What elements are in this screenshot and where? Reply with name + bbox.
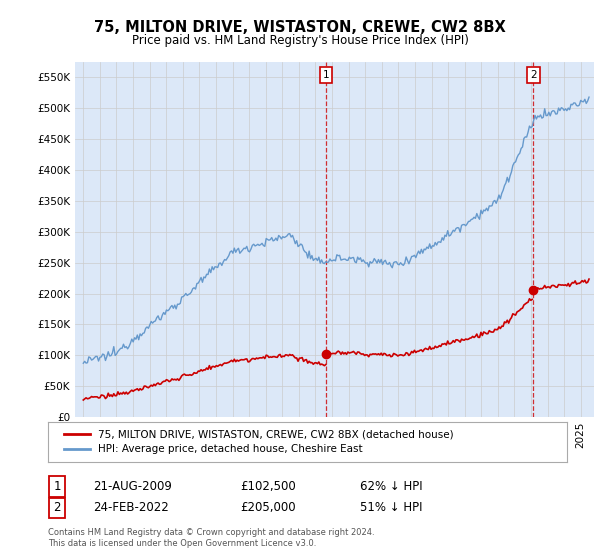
Legend: 75, MILTON DRIVE, WISTASTON, CREWE, CW2 8BX (detached house), HPI: Average price: 75, MILTON DRIVE, WISTASTON, CREWE, CW2 … xyxy=(58,424,459,460)
Text: Price paid vs. HM Land Registry's House Price Index (HPI): Price paid vs. HM Land Registry's House … xyxy=(131,34,469,46)
Text: 21-AUG-2009: 21-AUG-2009 xyxy=(93,480,172,493)
Text: 51% ↓ HPI: 51% ↓ HPI xyxy=(360,501,422,515)
Text: 75, MILTON DRIVE, WISTASTON, CREWE, CW2 8BX: 75, MILTON DRIVE, WISTASTON, CREWE, CW2 … xyxy=(94,20,506,35)
Text: £102,500: £102,500 xyxy=(240,480,296,493)
Text: 24-FEB-2022: 24-FEB-2022 xyxy=(93,501,169,515)
Text: 1: 1 xyxy=(323,70,329,80)
Text: 2: 2 xyxy=(530,70,537,80)
Text: Contains HM Land Registry data © Crown copyright and database right 2024.
This d: Contains HM Land Registry data © Crown c… xyxy=(48,528,374,548)
Text: 1: 1 xyxy=(53,480,61,493)
Text: £205,000: £205,000 xyxy=(240,501,296,515)
Text: 62% ↓ HPI: 62% ↓ HPI xyxy=(360,480,422,493)
Text: 2: 2 xyxy=(53,501,61,515)
